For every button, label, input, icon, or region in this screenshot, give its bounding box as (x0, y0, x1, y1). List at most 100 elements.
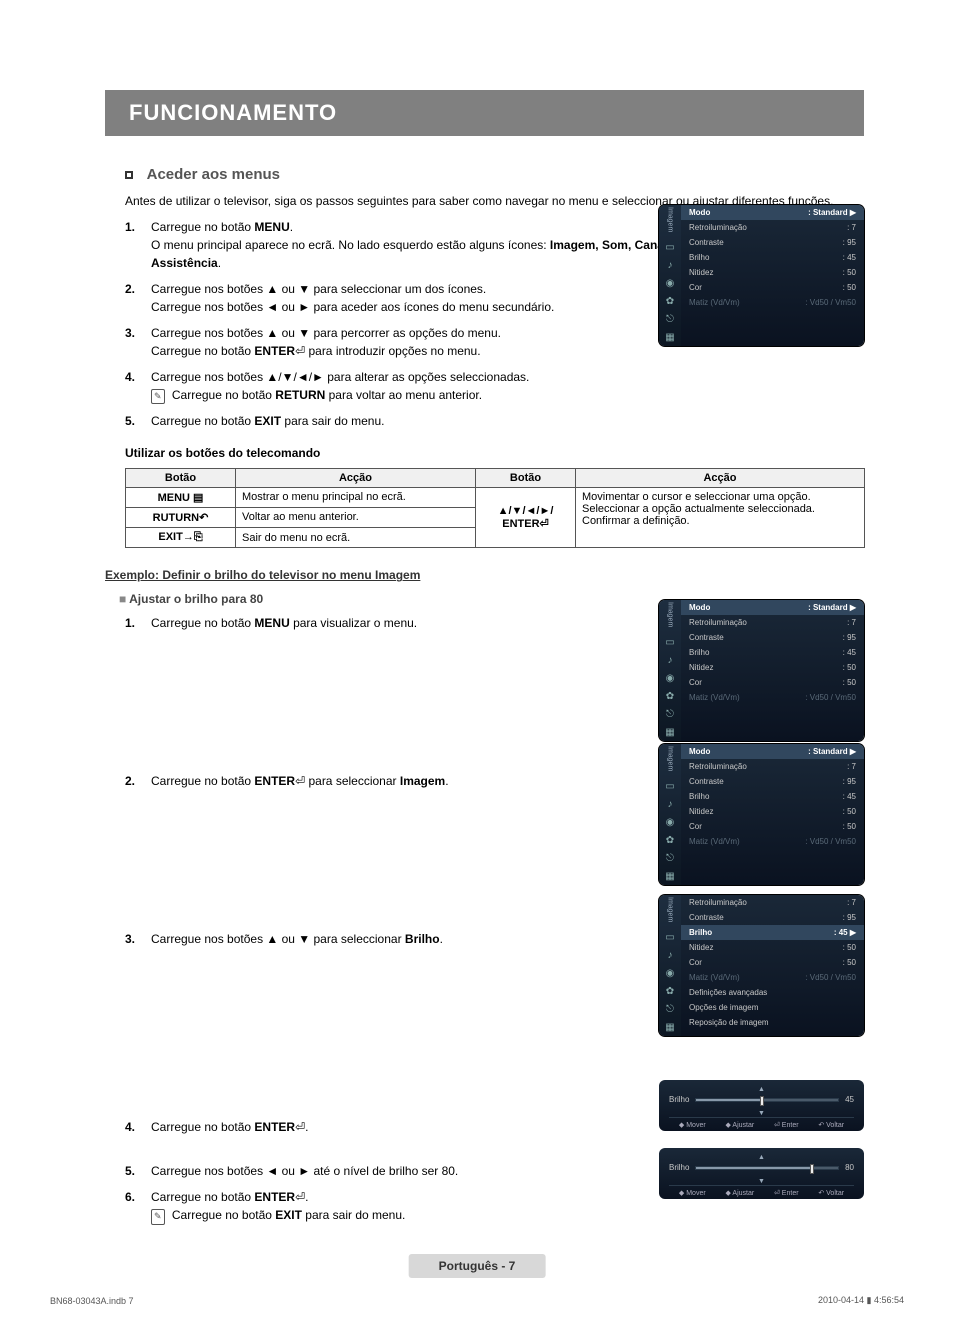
sound-icon: ♪ (664, 950, 676, 962)
menu-row[interactable]: Cor: 50 (681, 955, 864, 970)
th-botao-2: Botão (476, 469, 576, 488)
side-label: Imagem (667, 207, 674, 232)
example-steps-list: 1.Carregue no botão MENU para visualizar… (125, 614, 645, 1225)
picture-icon: ▭ (664, 932, 676, 944)
menu-row[interactable]: Retroiluminação: 7 (681, 220, 864, 235)
menu-row[interactable]: Matiz (Vd/Vm): Vd50 / Vm50 (681, 970, 864, 985)
app-icon: ▦ (664, 871, 676, 883)
cell-arrows-enter: ▲/▼/◄/►/ ENTER⏎ (476, 488, 576, 548)
print-mark-left: BN68-03043A.indb 7 (50, 1296, 134, 1306)
down-arrow-icon: ▼ (669, 1110, 854, 1117)
menu-row[interactable]: Brilho: 45 (681, 789, 864, 804)
remote-buttons-table: Botão Acção Botão Acção MENU ▤ Mostrar o… (125, 468, 865, 548)
menu-row[interactable]: Contraste: 95 (681, 774, 864, 789)
step-number: 2. (125, 280, 151, 316)
menu-row[interactable]: Nitidez: 50 (681, 940, 864, 955)
menu-row-highlight[interactable]: Modo: Standard ▶ (681, 205, 864, 220)
menu-row[interactable]: Definições avançadas (681, 985, 864, 1000)
brightness-slider-80: ▲ Brilho 80 ▼ ◆ Mover◆ Ajustar⏎ Enter↶ V… (659, 1148, 864, 1199)
slider1-value: 45 (845, 1095, 854, 1104)
menu-row[interactable]: Reposição de imagem (681, 1015, 864, 1030)
cell-exit-desc: Sair do menu no ecrã. (236, 528, 476, 548)
menu-row[interactable]: Brilho: 45 (681, 250, 864, 265)
slider-control-label: ⏎ Enter (774, 1189, 799, 1197)
menu-row[interactable]: Brilho: 45 (681, 645, 864, 660)
section-heading-text: Aceder aos menus (147, 166, 280, 183)
menu-row[interactable]: Contraste: 95 (681, 630, 864, 645)
side-label: Imagem (667, 602, 674, 627)
menu-row[interactable]: Matiz (Vd/Vm): Vd50 / Vm50 (681, 295, 864, 310)
step-number: 4. (125, 368, 151, 405)
picture-icon: ▭ (664, 242, 676, 254)
th-accao-2: Acção (576, 469, 865, 488)
slider-control-label: ◆ Ajustar (725, 1189, 754, 1197)
menu-row[interactable]: Opções de imagem (681, 1000, 864, 1015)
slider-control-label: ◆ Mover (679, 1121, 706, 1129)
tv-preview-4: Imagem ▭ ♪ ◉ ✿ ⎋ ▦ Retroiluminação: 7Con… (659, 895, 864, 1036)
menu-row[interactable]: Cor: 50 (681, 819, 864, 834)
step-number: 3. (125, 324, 151, 360)
anchor-icon (125, 171, 133, 179)
sound-icon: ♪ (664, 655, 676, 667)
cell-exit: EXIT→⎘ (126, 528, 236, 548)
picture-icon: ▭ (664, 781, 676, 793)
slider2-value: 80 (845, 1163, 854, 1172)
channel-icon: ◉ (664, 968, 676, 980)
menu-row[interactable]: Retroiluminação: 7 (681, 615, 864, 630)
example-step-number: 2. (125, 772, 151, 790)
example-heading: Exemplo: Definir o brilho do televisor n… (105, 568, 864, 582)
cell-menu: MENU ▤ (126, 488, 236, 508)
channel-icon: ◉ (664, 278, 676, 290)
channel-icon: ◉ (664, 817, 676, 829)
menu-row[interactable]: Matiz (Vd/Vm): Vd50 / Vm50 (681, 690, 864, 705)
menu-row[interactable]: Cor: 50 (681, 675, 864, 690)
menu-row-highlight[interactable]: Modo: Standard ▶ (681, 600, 864, 615)
example-step-text: Carregue no botão ENTER⏎. (151, 1118, 645, 1136)
th-botao-1: Botão (126, 469, 236, 488)
menu-row[interactable]: Matiz (Vd/Vm): Vd50 / Vm50 (681, 834, 864, 849)
example-step-text: Carregue nos botões ◄ ou ► até o nível d… (151, 1162, 645, 1180)
slider-control-label: ↶ Voltar (818, 1121, 844, 1129)
example-step-text: Carregue nos botões ▲ ou ▼ para seleccio… (151, 930, 645, 948)
example-step-number: 3. (125, 930, 151, 948)
input-icon: ⎋ (664, 709, 676, 721)
channel-icon: ◉ (664, 673, 676, 685)
example-step-text: Carregue no botão MENU para visualizar o… (151, 614, 645, 632)
gear-icon: ✿ (664, 691, 676, 703)
menu-row[interactable]: Cor: 50 (681, 280, 864, 295)
menu-row[interactable]: Nitidez: 50 (681, 804, 864, 819)
tv-preview-1: Imagem ▭ ♪ ◉ ✿ ⎋ ▦ Modo: Standard ▶ Retr… (659, 205, 864, 346)
slider1-label: Brilho (669, 1095, 689, 1104)
slider-control-label: ◆ Ajustar (725, 1121, 754, 1129)
menu-row[interactable]: Retroiluminação: 7 (681, 759, 864, 774)
example-step-number: 1. (125, 614, 151, 632)
slider2-label: Brilho (669, 1163, 689, 1172)
input-icon: ⎋ (664, 853, 676, 865)
picture-icon: ▭ (664, 637, 676, 649)
menu-row[interactable]: Nitidez: 50 (681, 265, 864, 280)
up-arrow-icon: ▲ (669, 1086, 854, 1093)
input-icon: ⎋ (664, 1004, 676, 1016)
menu-row-highlight[interactable]: Brilho: 45 ▶ (681, 925, 864, 940)
example-step-text: Carregue no botão ENTER⏎.✎ Carregue no b… (151, 1188, 645, 1225)
step-number: 1. (125, 218, 151, 272)
gear-icon: ✿ (664, 296, 676, 308)
menu-row[interactable]: Contraste: 95 (681, 910, 864, 925)
menu-row[interactable]: Contraste: 95 (681, 235, 864, 250)
gear-icon: ✿ (664, 986, 676, 998)
remote-subheading: Utilizar os botões do telecomando (125, 446, 864, 460)
cell-return-desc: Voltar ao menu anterior. (236, 508, 476, 528)
step-text: Carregue no botão EXIT para sair do menu… (151, 412, 864, 430)
step-text: Carregue nos botões ▲/▼/◄/► para alterar… (151, 368, 864, 405)
cell-return: RUTURN↶ (126, 508, 236, 528)
tv-preview-3: Imagem ▭ ♪ ◉ ✿ ⎋ ▦ Modo: Standard ▶ Retr… (659, 744, 864, 885)
menu-row[interactable]: Retroiluminação: 7 (681, 895, 864, 910)
menu-row[interactable]: Nitidez: 50 (681, 660, 864, 675)
example-step-number: 4. (125, 1118, 151, 1136)
example-step-number: 6. (125, 1188, 151, 1225)
side-label: Imagem (667, 746, 674, 771)
slider-control-label: ⏎ Enter (774, 1121, 799, 1129)
slider-control-label: ◆ Mover (679, 1189, 706, 1197)
menu-row-highlight[interactable]: Modo: Standard ▶ (681, 744, 864, 759)
cell-menu-desc: Mostrar o menu principal no ecrã. (236, 488, 476, 508)
